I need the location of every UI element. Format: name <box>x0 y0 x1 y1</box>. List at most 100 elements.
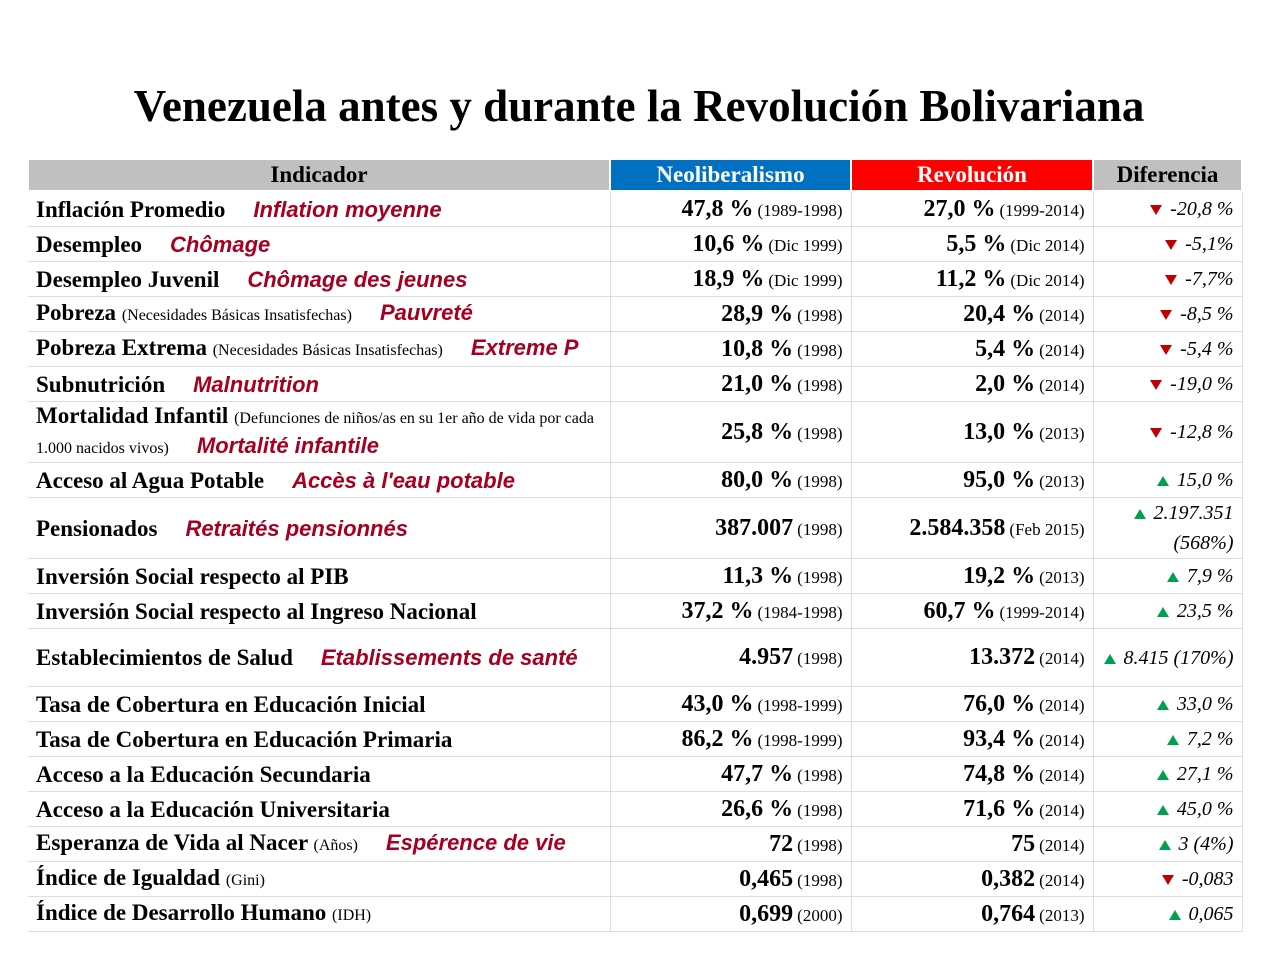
period: (2014) <box>1039 800 1085 820</box>
translation: Malnutrition <box>193 371 319 397</box>
indicator-cell: Tasa de Cobertura en Educación Primaria <box>28 721 611 757</box>
period: (2014) <box>1039 870 1085 890</box>
value: 72 <box>769 830 794 857</box>
table-row: Desempleo Chômage 10,6 % (Dic 1999) 5,5 % (… <box>28 226 1243 262</box>
difference: 23,5 % <box>1176 600 1234 622</box>
title: Venezuela antes y durante la Revolución … <box>133 81 1145 131</box>
period: (1998) <box>797 649 843 668</box>
value: 5,4 % <box>975 335 1036 362</box>
period: (1999-2014) <box>999 602 1085 622</box>
difference: -5,4 % <box>1180 338 1234 360</box>
indicator: Pobreza <box>36 300 117 325</box>
value: 26,6 % <box>721 795 794 822</box>
value: 60,7 % <box>923 597 996 624</box>
value: 20,4 % <box>963 300 1036 327</box>
difference-cell: -8,5 % <box>1093 296 1243 332</box>
value: 28,9 % <box>721 300 794 327</box>
rev-cell: 71,6 % (2014) <box>851 791 1094 827</box>
indicator: Pobreza Extrema <box>36 335 207 360</box>
difference-cell: 33,0 % <box>1093 686 1243 722</box>
indicator: Mortalidad Infantil <box>36 403 229 428</box>
rev-cell: 74,8 % (2014) <box>851 756 1094 792</box>
value: 4.957 <box>739 644 794 670</box>
trend-arrow <box>1156 770 1169 781</box>
period: (2000) <box>797 905 843 925</box>
trend-arrow <box>1150 380 1163 391</box>
difference-cell: -20,8 % <box>1093 191 1243 227</box>
translation: Chômage <box>170 231 271 257</box>
value: 0,764 <box>981 900 1036 927</box>
translation: Espérence de vie <box>385 830 566 855</box>
trend-arrow <box>1165 240 1178 251</box>
indicator-cell: Subnutrición Malnutrition <box>28 366 611 402</box>
trend-arrow <box>1166 735 1179 746</box>
period: (2013) <box>1039 567 1085 587</box>
indicator: Tasa de Cobertura en Educación Inicial <box>36 691 426 717</box>
indicator-note: (IDH) <box>332 907 372 924</box>
indicator-cell: Pobreza Extrema (Necesidades Básicas Ins… <box>28 331 611 367</box>
period: (1998) <box>797 375 843 395</box>
difference: -20,8 % <box>1170 198 1234 220</box>
trend-arrow <box>1156 607 1169 618</box>
indicator: Acceso a la Educación Universitaria <box>36 796 390 822</box>
value: 47,8 % <box>681 195 754 222</box>
period: (1984-1998) <box>757 602 843 622</box>
indicator-cell: Inflación Promedio Inflation moyenne <box>28 191 611 227</box>
value: 47,7 % <box>721 760 794 787</box>
value: 19,2 % <box>963 562 1036 589</box>
trend-arrow <box>1166 572 1179 583</box>
table-row: Pensionados Retraités pensionnés 387.007 (… <box>28 497 1243 559</box>
translation: Mortalité infantile <box>196 433 379 458</box>
neo-cell: 37,2 % (1984-1998) <box>610 593 852 629</box>
translation: Extreme P <box>470 335 579 360</box>
period: (1998) <box>797 305 843 325</box>
table-row: Acceso a la Educación Universitaria 26,6 … <box>28 791 1243 827</box>
data-table: Indicador Neoliberalismo Revolución Diferen… <box>27 158 1243 932</box>
neo-cell: 72 (1998) <box>610 826 852 862</box>
indicator-cell: Inversión Social respecto al PIB <box>28 558 611 594</box>
column-header: Diferencia <box>1092 158 1243 192</box>
difference-cell: 0,065 <box>1093 896 1243 932</box>
rev-cell: 95,0 % (2013) <box>851 462 1094 498</box>
value: 5,5 % <box>946 230 1007 257</box>
difference: 27,1 % <box>1176 763 1234 785</box>
neo-cell: 18,9 % (Dic 1999) <box>610 261 852 297</box>
difference: 45,0 % <box>1176 798 1234 820</box>
rev-cell: 13.372 (2014) <box>851 628 1094 687</box>
neo-cell: 80,0 % (1998) <box>610 462 852 498</box>
difference-cell: 7,9 % <box>1093 558 1243 594</box>
difference-cell: -12,8 % <box>1093 401 1243 463</box>
translation: Inflation moyenne <box>253 196 442 222</box>
neo-cell: 11,3 % (1998) <box>610 558 852 594</box>
value: 74,8 % <box>963 760 1036 787</box>
neo-cell: 387.007 (1998) <box>610 497 852 559</box>
difference: -0,083 <box>1181 868 1234 890</box>
indicator: Inversión Social respecto al PIB <box>36 563 349 589</box>
indicator-cell: Índice de Desarrollo Humano (IDH) <box>28 896 611 932</box>
difference: 7,2 % <box>1186 728 1234 750</box>
period: (1998-1999) <box>757 730 843 750</box>
table-row: Acceso a la Educación Secundaria 47,7 % (… <box>28 756 1243 792</box>
neo-cell: 0,465 (1998) <box>610 861 852 897</box>
value: 43,0 % <box>681 690 754 717</box>
difference: -8,5 % <box>1180 303 1234 325</box>
value: 37,2 % <box>681 597 754 624</box>
rev-cell: 2,0 % (2014) <box>851 366 1094 402</box>
table-row: Inflación Promedio Inflation moyenne 47,8 … <box>28 191 1243 227</box>
indicator: Acceso al Agua Potable <box>36 467 265 493</box>
trend-arrow <box>1160 310 1173 321</box>
rev-cell: 2.584.358 (Feb 2015) <box>851 497 1094 559</box>
rev-cell: 60,7 % (1999-2014) <box>851 593 1094 629</box>
indicator-note: (Necesidades Básicas Insatisfechas) <box>212 342 443 359</box>
rev-cell: 20,4 % (2014) <box>851 296 1094 332</box>
indicator: Establecimientos de Salud <box>36 645 293 670</box>
indicator-note: (Defunciones de niños/as en su 1er año d… <box>36 410 594 457</box>
table-row: Índice de Igualdad (Gini) 0,465 (1998) 0,3… <box>28 861 1243 897</box>
translation: Pauvreté <box>379 300 473 325</box>
period: (Dic 2014) <box>1010 235 1085 255</box>
value: 86,2 % <box>681 725 754 752</box>
difference-cell: -7,7% <box>1093 261 1243 297</box>
table-row: Acceso al Agua Potable Accès à l'eau pota… <box>28 462 1243 498</box>
period: (Dic 2014) <box>1010 270 1085 290</box>
table-row: Mortalidad Infantil (Defunciones de niño… <box>28 401 1243 463</box>
